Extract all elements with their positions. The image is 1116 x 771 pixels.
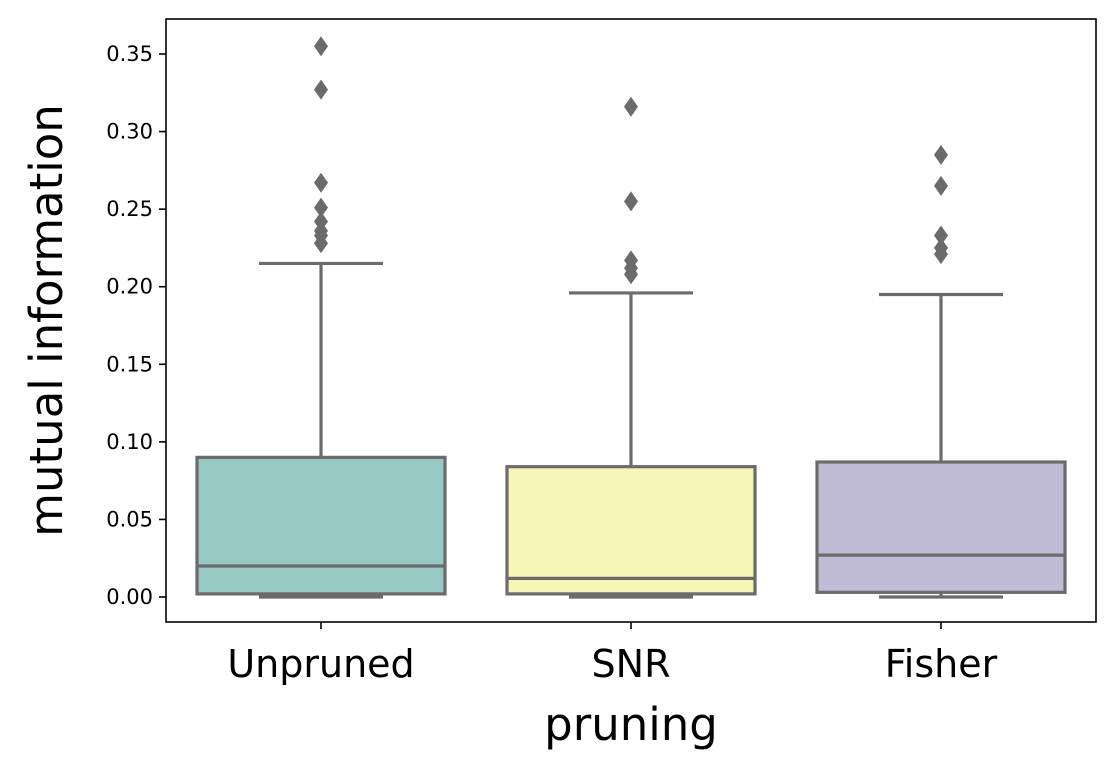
- x-tick-label: Unpruned: [227, 642, 414, 686]
- y-tick-label: 0.20: [106, 275, 153, 299]
- outlier-point: [934, 144, 948, 165]
- box-iqr: [815, 460, 1067, 594]
- outlier-point: [624, 96, 638, 117]
- y-axis: 0.00 0.05 0.10 0.15 0.20 0.25 0.30 0.35: [106, 42, 166, 609]
- y-tick-label: 0.05: [106, 507, 153, 531]
- outlier-point: [314, 233, 328, 254]
- outlier-point: [624, 191, 638, 212]
- outlier-point: [314, 172, 328, 193]
- box-iqr: [195, 455, 447, 596]
- box-unpruned: [195, 36, 447, 599]
- y-tick-label: 0.00: [106, 585, 153, 609]
- box-snr: [505, 96, 757, 599]
- y-tick-label: 0.30: [106, 120, 153, 144]
- x-axis-title: pruning: [544, 698, 718, 751]
- outlier-point: [934, 244, 948, 265]
- box-iqr: [505, 465, 757, 596]
- plot-area: [195, 36, 1067, 599]
- outlier-point: [934, 225, 948, 246]
- y-tick-label: 0.10: [106, 430, 153, 454]
- y-axis-title: mutual information: [20, 104, 73, 537]
- outlier-point: [624, 264, 638, 285]
- y-tick-label: 0.35: [106, 42, 153, 66]
- outlier-point: [314, 79, 328, 100]
- outlier-point: [314, 36, 328, 57]
- y-tick-label: 0.15: [106, 352, 153, 376]
- x-axis: Unpruned SNR Fisher: [227, 622, 998, 686]
- x-tick-label: Fisher: [885, 642, 998, 686]
- box-fisher: [815, 144, 1067, 599]
- x-tick-label: SNR: [592, 642, 671, 686]
- outlier-point: [314, 197, 328, 218]
- y-tick-label: 0.25: [106, 197, 153, 221]
- outlier-point: [934, 175, 948, 196]
